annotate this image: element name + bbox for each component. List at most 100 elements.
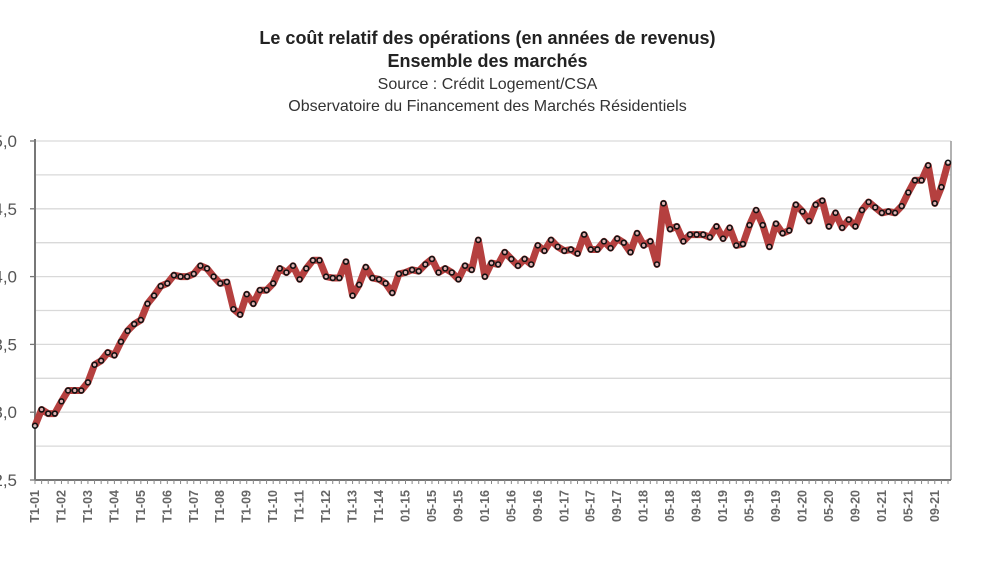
data-point — [197, 262, 204, 269]
data-point — [91, 361, 98, 368]
x-tick-label: 01-16 — [478, 490, 492, 522]
x-tick-label: T1-01 — [28, 490, 42, 523]
data-point — [633, 230, 641, 237]
data-point — [819, 197, 826, 204]
data-point — [554, 243, 561, 250]
data-point — [243, 291, 250, 298]
data-point — [872, 204, 879, 211]
x-tick-label: 05-19 — [743, 490, 757, 522]
data-point — [402, 269, 409, 276]
series-line — [31, 161, 952, 428]
data-point — [501, 248, 508, 256]
data-point — [236, 311, 244, 318]
data-point — [799, 208, 806, 215]
data-point — [620, 239, 628, 246]
data-point — [905, 189, 912, 196]
data-point — [911, 177, 919, 184]
data-point — [858, 206, 866, 214]
x-tick-label: T1-09 — [240, 490, 254, 523]
data-point — [349, 292, 356, 299]
data-point — [448, 269, 456, 276]
x-tick-label: 09-16 — [531, 490, 545, 522]
data-point — [924, 162, 932, 169]
data-point — [931, 200, 938, 207]
data-point — [660, 200, 667, 207]
data-point — [217, 280, 224, 287]
data-point — [514, 262, 522, 269]
x-tick-label: 01-18 — [637, 490, 651, 522]
data-point — [362, 263, 370, 271]
x-tick-label: 05-17 — [584, 490, 598, 522]
data-point — [164, 280, 171, 287]
chart-title: Le coût relatif des opérations (en année… — [259, 28, 716, 48]
data-point — [144, 300, 151, 307]
data-point — [580, 231, 588, 238]
data-point — [832, 209, 839, 217]
data-point — [45, 410, 52, 417]
data-point — [561, 247, 568, 255]
data-point — [885, 208, 892, 215]
x-tick-label: 05-18 — [663, 490, 677, 522]
x-tick-label: 01-20 — [795, 490, 809, 522]
data-point — [190, 270, 197, 278]
data-point — [455, 276, 462, 283]
data-point — [31, 422, 39, 429]
data-point — [322, 273, 330, 280]
data-point — [700, 231, 707, 238]
data-point — [528, 261, 535, 268]
x-tick-label: 01-21 — [875, 490, 889, 522]
x-tick-label: 09-19 — [769, 490, 783, 522]
data-point — [395, 270, 403, 278]
data-point — [58, 398, 65, 405]
chart-source: Source : Crédit Logement/CSA — [377, 76, 598, 93]
data-point — [607, 244, 614, 252]
data-point — [428, 255, 436, 263]
x-tick-label: T1-07 — [187, 490, 201, 523]
data-point — [131, 320, 138, 328]
data-point — [157, 282, 164, 290]
y-tick-label: 4,0 — [0, 268, 17, 287]
x-tick-label: T1-08 — [213, 490, 227, 523]
data-point — [779, 230, 786, 237]
data-point — [117, 338, 125, 345]
y-tick-label: 3,5 — [0, 335, 17, 354]
data-point — [303, 265, 310, 272]
data-point — [508, 255, 515, 263]
data-point — [726, 224, 733, 231]
data-point — [719, 235, 727, 242]
data-point — [296, 276, 303, 283]
data-point — [805, 217, 813, 225]
data-point — [137, 316, 145, 324]
data-point — [653, 261, 661, 268]
x-tick-label: T1-02 — [54, 490, 68, 523]
data-point — [38, 406, 45, 413]
data-point — [878, 209, 886, 217]
data-point — [336, 274, 343, 282]
data-point — [177, 273, 184, 280]
data-point — [382, 280, 389, 287]
data-point — [852, 223, 859, 230]
x-tick-label: T1-05 — [134, 490, 148, 523]
data-point — [739, 240, 747, 248]
data-point — [309, 257, 317, 264]
chart-subtitle: Ensemble des marchés — [387, 51, 588, 71]
x-tick-label: T1-06 — [160, 490, 174, 523]
data-point — [587, 246, 594, 253]
data-point — [534, 242, 542, 249]
data-point — [600, 238, 608, 245]
x-tick-label: 09-17 — [610, 490, 624, 522]
data-point — [488, 259, 495, 267]
data-point — [666, 225, 674, 233]
data-point — [111, 352, 118, 359]
data-point — [944, 159, 952, 166]
data-point — [415, 267, 422, 275]
data-point — [574, 250, 581, 257]
data-point — [673, 223, 680, 230]
data-point — [468, 266, 475, 274]
data-point — [541, 247, 548, 255]
data-point — [210, 273, 217, 280]
x-tick-label: T1-13 — [346, 490, 360, 523]
data-point — [693, 231, 700, 238]
x-tick-label: T1-11 — [293, 490, 307, 522]
data-point — [792, 201, 800, 208]
